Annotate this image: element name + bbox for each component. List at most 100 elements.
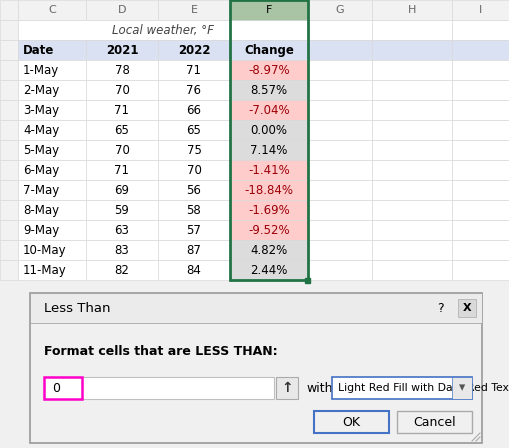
Bar bbox=[230, 60, 308, 80]
Text: -1.41%: -1.41% bbox=[248, 164, 290, 177]
Bar bbox=[230, 260, 308, 280]
Text: 70: 70 bbox=[115, 83, 129, 96]
Bar bbox=[158, 220, 230, 240]
Text: 2.44%: 2.44% bbox=[250, 263, 288, 276]
Bar bbox=[86, 60, 158, 80]
Bar bbox=[0, 220, 18, 240]
Text: F: F bbox=[266, 5, 272, 15]
Bar bbox=[0, 60, 18, 80]
Text: 71: 71 bbox=[115, 103, 129, 116]
Bar bbox=[18, 60, 86, 80]
Text: 65: 65 bbox=[187, 124, 202, 137]
Bar bbox=[230, 160, 308, 180]
Text: 66: 66 bbox=[186, 103, 202, 116]
Bar bbox=[30, 293, 482, 323]
Text: X: X bbox=[463, 303, 471, 313]
Bar bbox=[158, 120, 230, 140]
Bar bbox=[86, 260, 158, 280]
Bar bbox=[0, 260, 18, 280]
Bar bbox=[230, 0, 308, 20]
Text: C: C bbox=[48, 5, 56, 15]
Bar bbox=[0, 0, 509, 280]
Bar bbox=[86, 240, 158, 260]
Text: 57: 57 bbox=[187, 224, 202, 237]
Text: 7-May: 7-May bbox=[23, 184, 59, 197]
Bar bbox=[372, 200, 452, 220]
Text: 65: 65 bbox=[115, 124, 129, 137]
Bar bbox=[230, 0, 308, 280]
Text: 59: 59 bbox=[115, 203, 129, 216]
Bar bbox=[230, 80, 308, 100]
Bar bbox=[372, 120, 452, 140]
Bar bbox=[230, 40, 308, 60]
Bar bbox=[452, 260, 509, 280]
Text: 8.57%: 8.57% bbox=[250, 83, 288, 96]
Text: 69: 69 bbox=[115, 184, 129, 197]
Text: 76: 76 bbox=[186, 83, 202, 96]
Text: 6-May: 6-May bbox=[23, 164, 59, 177]
Text: Cancel: Cancel bbox=[413, 415, 456, 428]
Text: 70: 70 bbox=[187, 164, 202, 177]
Bar bbox=[86, 40, 158, 60]
Bar bbox=[18, 120, 86, 140]
Bar bbox=[452, 220, 509, 240]
Bar bbox=[372, 260, 452, 280]
Bar bbox=[276, 377, 298, 399]
Text: Format cells that are LESS THAN:: Format cells that are LESS THAN: bbox=[44, 345, 277, 358]
Bar bbox=[305, 277, 310, 283]
Bar bbox=[308, 220, 372, 240]
Bar bbox=[372, 160, 452, 180]
Text: 11-May: 11-May bbox=[23, 263, 67, 276]
Text: H: H bbox=[408, 5, 416, 15]
Bar bbox=[230, 200, 308, 220]
Text: 63: 63 bbox=[115, 224, 129, 237]
Text: 83: 83 bbox=[115, 244, 129, 257]
Bar bbox=[308, 60, 372, 80]
Bar bbox=[308, 40, 372, 60]
Text: 82: 82 bbox=[115, 263, 129, 276]
Bar bbox=[86, 80, 158, 100]
Text: 71: 71 bbox=[115, 164, 129, 177]
Text: -18.84%: -18.84% bbox=[244, 184, 294, 197]
Text: -7.04%: -7.04% bbox=[248, 103, 290, 116]
Bar bbox=[308, 80, 372, 100]
Bar bbox=[158, 240, 230, 260]
Text: 0: 0 bbox=[52, 382, 60, 395]
Bar bbox=[0, 20, 18, 40]
Bar bbox=[332, 377, 472, 399]
Bar bbox=[452, 0, 509, 20]
Bar bbox=[18, 40, 86, 60]
Bar bbox=[308, 120, 372, 140]
Bar bbox=[158, 100, 230, 120]
Bar bbox=[86, 200, 158, 220]
Bar bbox=[397, 411, 472, 433]
Text: 56: 56 bbox=[187, 184, 202, 197]
Text: D: D bbox=[118, 5, 126, 15]
Bar bbox=[0, 0, 18, 20]
Bar bbox=[452, 120, 509, 140]
Bar bbox=[452, 160, 509, 180]
Bar bbox=[372, 220, 452, 240]
Bar bbox=[158, 60, 230, 80]
Bar bbox=[230, 120, 308, 140]
Text: 8-May: 8-May bbox=[23, 203, 59, 216]
Bar bbox=[372, 80, 452, 100]
Bar bbox=[86, 220, 158, 240]
Bar bbox=[308, 20, 372, 40]
Text: 10-May: 10-May bbox=[23, 244, 67, 257]
Bar bbox=[0, 200, 18, 220]
Bar bbox=[230, 180, 308, 200]
Bar bbox=[18, 180, 86, 200]
Bar bbox=[44, 377, 82, 399]
Text: E: E bbox=[190, 5, 197, 15]
Text: 78: 78 bbox=[115, 64, 129, 77]
Text: 70: 70 bbox=[115, 143, 129, 156]
Bar bbox=[0, 180, 18, 200]
Bar bbox=[44, 377, 274, 399]
Bar bbox=[0, 140, 18, 160]
Bar bbox=[18, 200, 86, 220]
Text: Change: Change bbox=[244, 43, 294, 56]
Bar bbox=[86, 0, 158, 20]
Bar bbox=[308, 160, 372, 180]
Bar bbox=[452, 200, 509, 220]
